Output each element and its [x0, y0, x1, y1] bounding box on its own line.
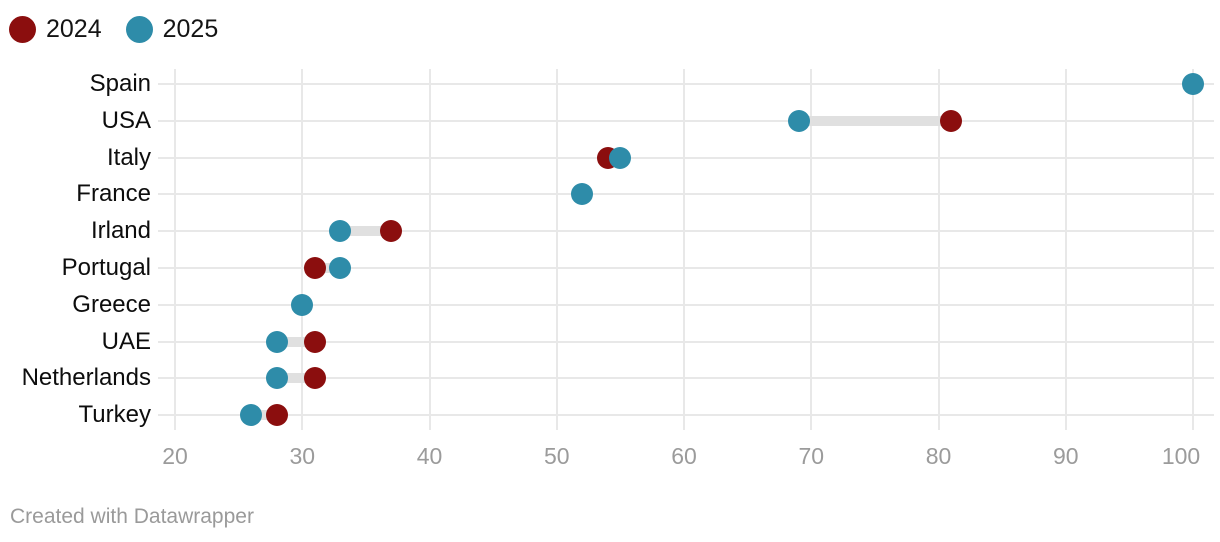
dot-2025[interactable]: [609, 146, 632, 169]
dot-2025[interactable]: [571, 183, 594, 206]
range-connector: [276, 373, 315, 384]
range-connector: [798, 115, 952, 126]
gridline: [810, 69, 813, 430]
legend-swatch-2025-icon: [125, 15, 153, 43]
row-label: Netherlands: [21, 364, 151, 392]
row-line: [158, 193, 1214, 196]
x-tick-label: 80: [925, 443, 952, 469]
datawrapper-attribution-link[interactable]: Created with Datawrapper: [10, 505, 254, 528]
gridline: [1064, 69, 1067, 430]
legend-item-2024: 2024: [9, 14, 102, 44]
row-line: [158, 230, 1214, 233]
row-line: [158, 414, 1214, 417]
dot-2024[interactable]: [380, 220, 403, 243]
dot-2025[interactable]: [329, 257, 352, 279]
dot-2024[interactable]: [940, 109, 963, 132]
x-tick-label: 20: [162, 443, 188, 469]
dot-2025[interactable]: [329, 220, 352, 243]
range-connector: [340, 226, 392, 237]
dot-2025[interactable]: [265, 330, 288, 353]
legend-label-2025: 2025: [162, 15, 219, 43]
dot-2024[interactable]: [303, 367, 326, 390]
row-label: USA: [101, 106, 151, 134]
gridline: [174, 69, 176, 430]
row-line: [158, 119, 1214, 122]
dot-2025[interactable]: [787, 109, 810, 132]
range-connector: [276, 336, 315, 347]
gridline: [555, 69, 558, 430]
gridline: [683, 69, 685, 430]
x-tick-label: 100: [1161, 443, 1201, 469]
legend-item-2025: 2025: [125, 14, 219, 44]
row-line: [158, 340, 1214, 343]
x-tick-label: 60: [671, 443, 697, 469]
dot-2025[interactable]: [240, 404, 263, 427]
row-line: [158, 377, 1214, 380]
row-label: UAE: [101, 327, 151, 355]
row-label: Greece: [72, 290, 151, 318]
dot-2025[interactable]: [291, 293, 314, 316]
x-tick-label: 90: [1052, 443, 1079, 469]
row-line: [158, 267, 1214, 269]
dot-2024[interactable]: [265, 404, 288, 427]
dot-2025[interactable]: [1182, 73, 1204, 95]
x-tick-label: 30: [289, 443, 316, 469]
x-tick-label: 70: [798, 443, 825, 469]
row-label: Spain: [89, 70, 151, 97]
range-connector: [251, 410, 277, 421]
dot-2025[interactable]: [265, 367, 288, 390]
x-tick-label: 50: [543, 443, 570, 469]
gridline: [1192, 69, 1194, 430]
row-label: Turkey: [78, 401, 151, 429]
gridline: [301, 69, 304, 430]
legend: 2024 2025: [9, 14, 218, 44]
row-line: [158, 83, 1214, 85]
x-tick-label: 40: [416, 443, 443, 469]
legend-swatch-2024-icon: [9, 15, 36, 43]
row-label: Irland: [90, 217, 151, 245]
range-connector: [314, 263, 341, 273]
gridline: [428, 69, 431, 430]
gridline: [937, 69, 940, 430]
legend-label-2024: 2024: [46, 15, 102, 43]
dot-2024[interactable]: [303, 257, 326, 279]
row-label: Portugal: [61, 254, 151, 281]
dot-2024[interactable]: [303, 330, 326, 353]
row-label: Italy: [106, 143, 151, 171]
row-label: France: [76, 180, 151, 208]
row-line: [158, 303, 1214, 306]
row-line: [158, 156, 1214, 159]
